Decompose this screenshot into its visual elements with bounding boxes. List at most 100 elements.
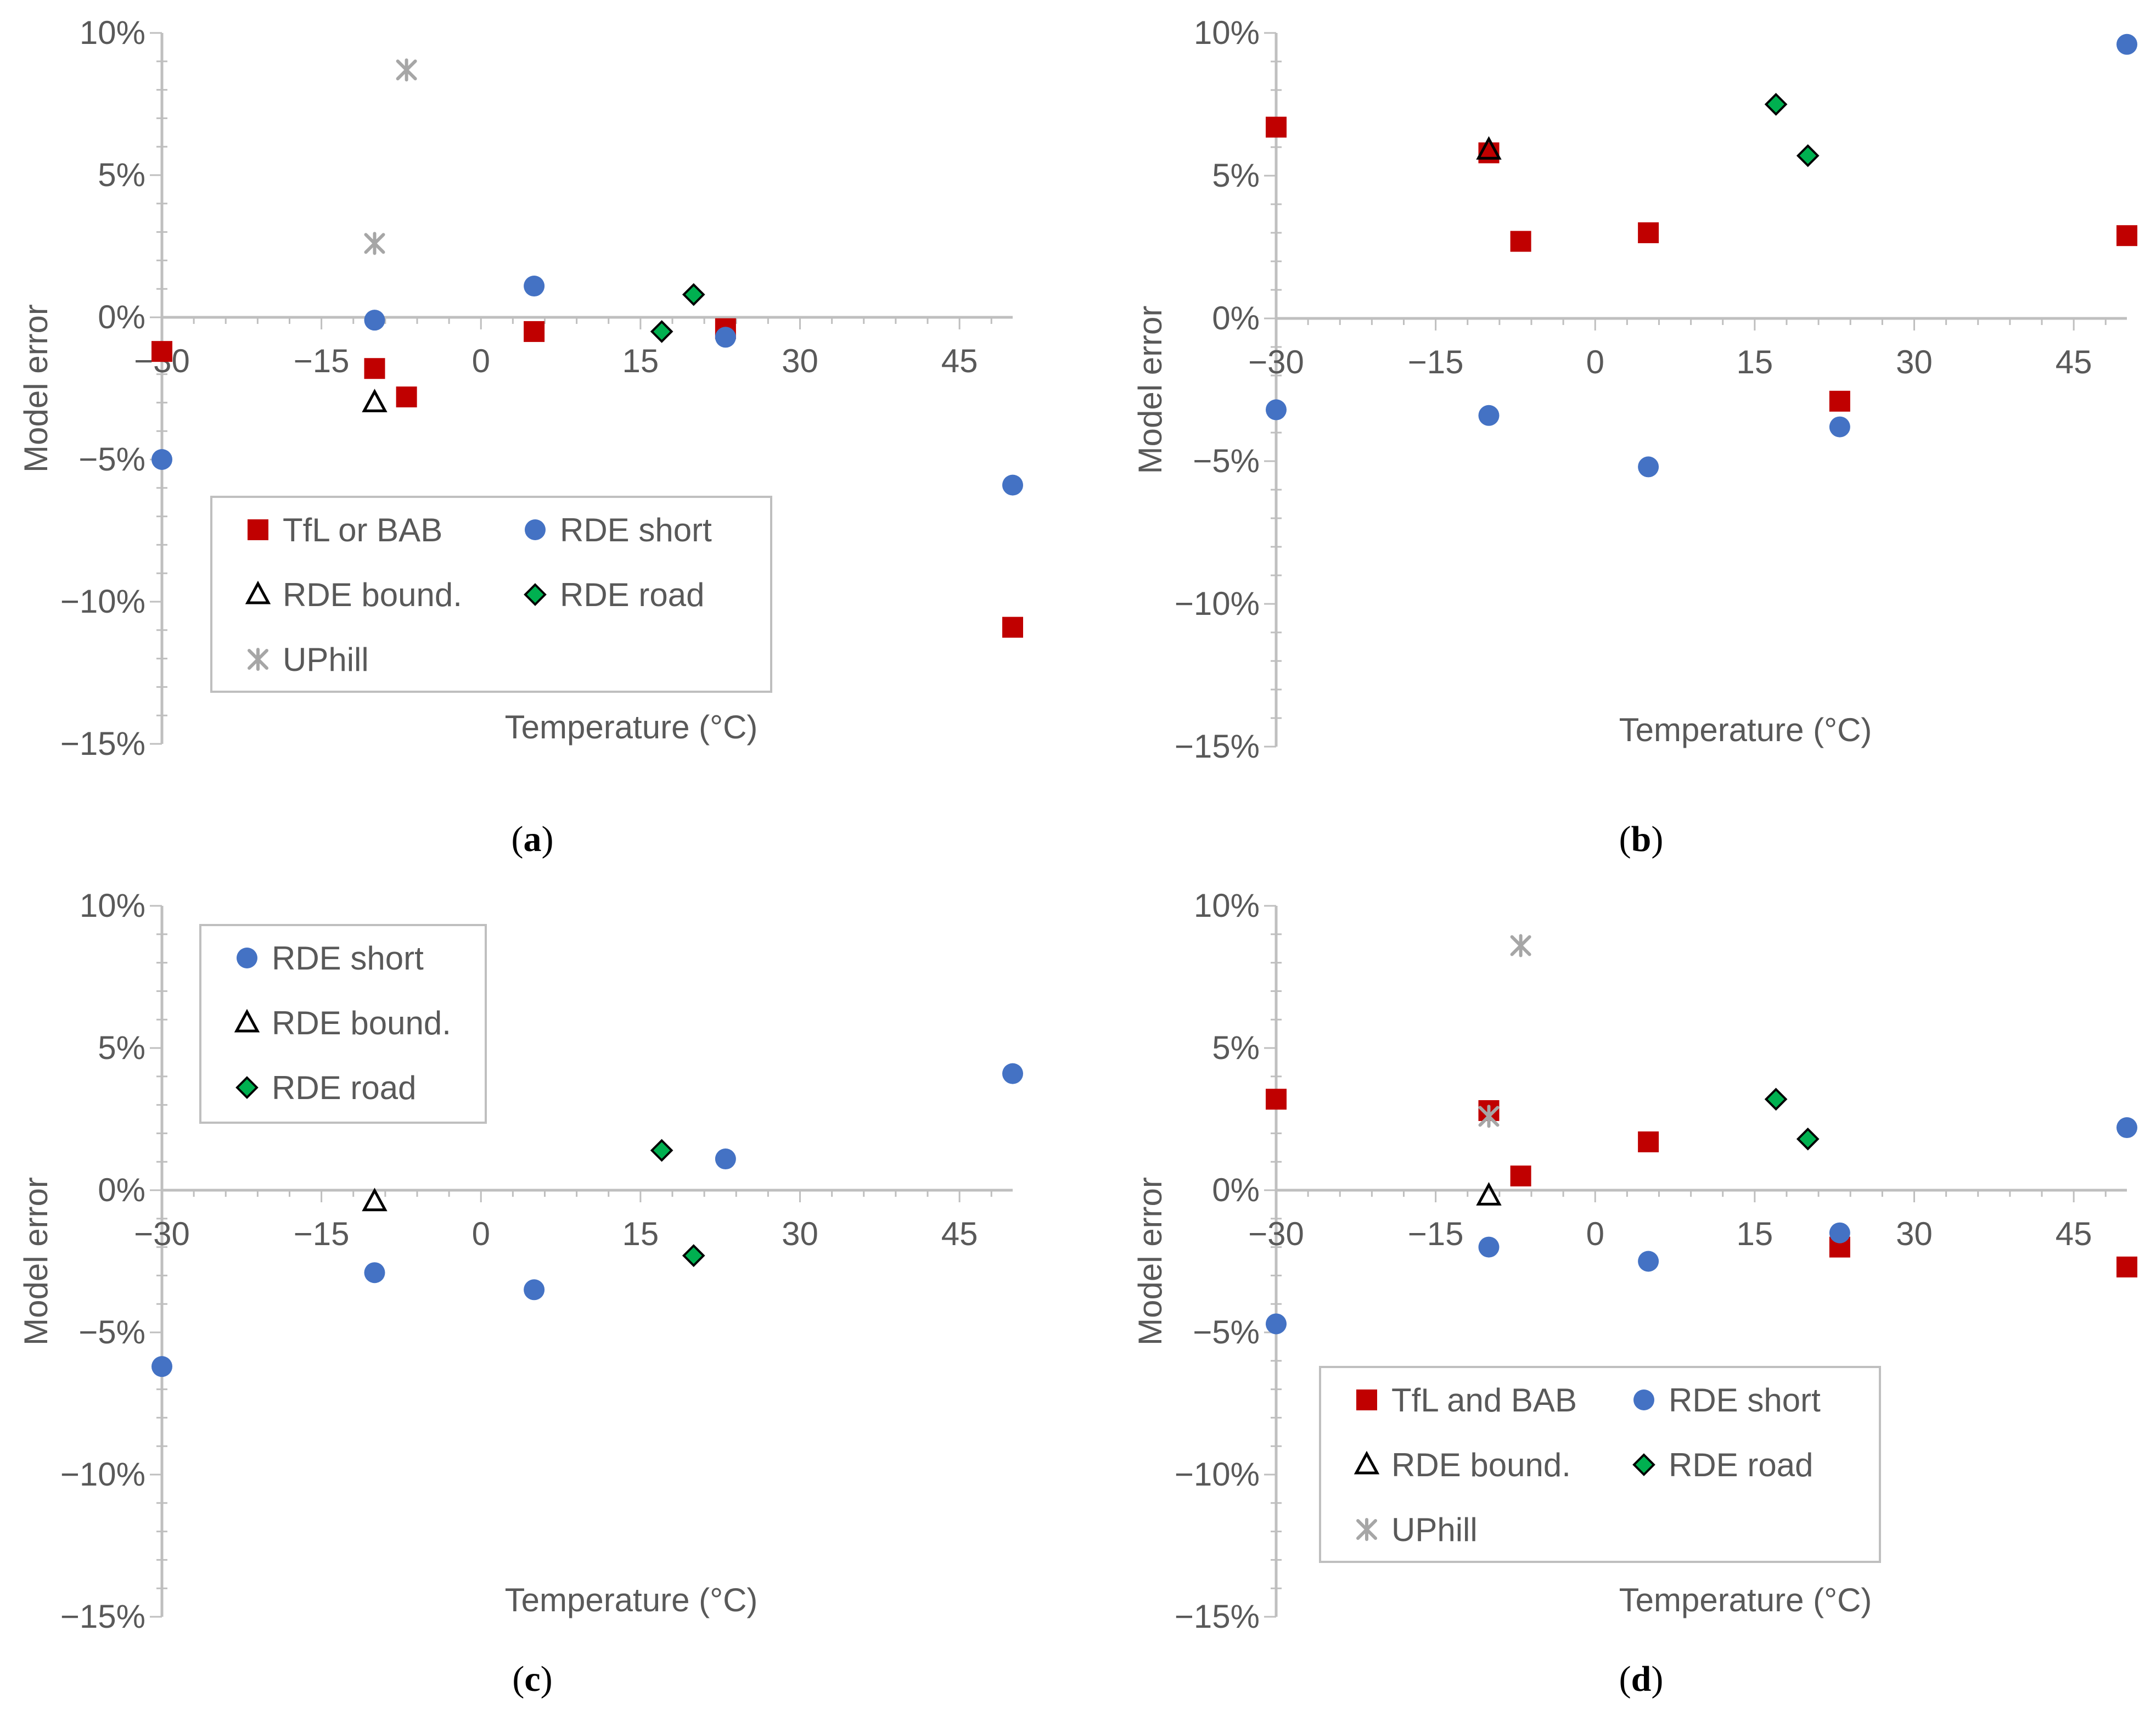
legend-marker [237,948,257,968]
data-point [364,232,385,255]
data-point [151,1356,172,1377]
panel-caption: (d) [1619,1659,1664,1699]
data-point [1478,405,1500,426]
legend-box [210,496,772,693]
data-point [1796,1127,1820,1151]
y-tick-label: 5% [98,156,145,193]
series-tfl-or-bab [1266,116,2137,412]
x-tick-label: −15 [1408,344,1464,380]
data-point [151,341,172,362]
legend: TfL and BAB RDE short RDE bound. RDE road UP… [1319,1366,1881,1563]
x-tick-label: 15 [622,343,659,379]
y-tick-label: −15% [60,725,145,762]
x-tick-label: 0 [1586,1215,1604,1252]
y-tick-label: −5% [78,441,145,478]
y-tick-label: −10% [1175,1456,1260,1493]
y-axis-title: Model error [1132,306,1169,474]
legend-marker [1632,1453,1655,1476]
chart-panel-d: 10% 5% 0% −5% −10% −15% −30 −15 0 15 30 45 Temperatu… [1132,887,2137,1699]
legend-marker [1354,1450,1380,1475]
series-rde-bound- [1476,1182,1502,1206]
x-tick-label: −15 [294,1215,350,1252]
legend-marker [248,648,268,671]
data-point [1002,617,1023,638]
data-point [364,310,385,331]
x-tick-label: −30 [134,1215,190,1252]
data-point [2116,1256,2137,1277]
data-point [1266,116,1287,138]
legend-marker [248,519,268,540]
data-point [1476,1182,1502,1206]
data-point [151,449,172,470]
data-point [2116,33,2137,55]
y-tick-label: 0% [1212,1172,1260,1208]
x-tick-label: −30 [1248,1215,1304,1252]
x-tick-label: 15 [622,1215,659,1252]
data-point [364,1262,385,1284]
data-point [1266,399,1287,421]
data-point [1638,1131,1659,1152]
series-rde-road [650,283,705,343]
y-tick-label: −10% [60,1456,145,1493]
y-tick-label: 5% [1212,157,1260,194]
data-point [682,283,705,306]
series-rde-short [151,276,1023,496]
data-point [1002,1063,1023,1084]
x-axis-title: Temperature (°C) [505,1582,758,1618]
data-point [715,1148,736,1170]
data-point [1478,1105,1500,1128]
data-point [364,358,385,379]
data-point [2116,1117,2137,1139]
data-point [1796,144,1820,167]
legend-marker [234,1008,260,1033]
x-tick-label: 30 [1896,1215,1933,1252]
y-tick-label: −5% [78,1314,145,1351]
chart-panel-b: 10% 5% 0% −5% −10% −15% −30 −15 0 15 30 45 Temperatu… [1132,14,2137,859]
data-point [715,327,736,348]
y-axis-title: Model error [1132,1177,1169,1346]
series-rde-road [1764,1088,1820,1151]
legend-label: RDE road [560,576,704,613]
y-tick-label: −15% [1175,728,1260,765]
legend-label: RDE bound. [1391,1447,1571,1483]
data-point [524,321,545,342]
x-tick-label: 45 [941,343,978,379]
y-tick-label: −10% [1175,585,1260,622]
legend-marker [525,519,546,540]
legend-label: RDE bound. [283,576,462,613]
data-point [396,58,417,82]
y-tick-label: 10% [1194,14,1260,51]
x-tick-label: −15 [1408,1215,1464,1252]
legend-box [1319,1366,1881,1563]
data-point [1266,1313,1287,1335]
y-tick-label: 5% [98,1029,145,1066]
series-rde-road [650,1139,705,1267]
data-point [1764,1088,1788,1111]
y-tick-label: −15% [60,1598,145,1635]
x-tick-label: 30 [782,343,818,379]
data-point [1764,93,1788,116]
series-rde-bound- [362,389,388,412]
legend-label: RDE road [272,1069,416,1106]
legend-label: RDE road [1669,1447,1813,1483]
x-tick-label: 45 [2056,344,2092,380]
series-rde-short [1266,1117,2137,1335]
x-tick-label: 30 [782,1215,818,1252]
data-point [396,386,417,408]
legend-marker [1356,1389,1377,1410]
y-axis-title: Model error [18,304,54,473]
x-axis-title: Temperature (°C) [1619,1582,1872,1618]
data-point [682,1244,705,1267]
legend-label: RDE short [1669,1382,1821,1419]
data-point [1510,1166,1531,1187]
panel-caption: (b) [1619,819,1664,859]
legend-marker [245,580,271,604]
y-tick-label: 0% [98,1172,145,1208]
legend-marker [1356,1518,1377,1541]
data-point [650,320,673,343]
legend-label: UPhill [283,641,369,678]
data-point [2116,225,2137,246]
series-uphill [364,58,417,255]
data-point [362,389,388,412]
